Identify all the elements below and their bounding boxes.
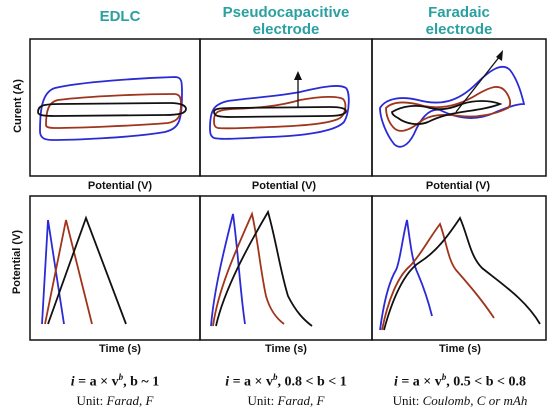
unit-value: Farad, F (106, 392, 154, 408)
formula-exp: b (273, 372, 278, 382)
formula-suffix: , 0.8 < b < 1 (277, 374, 347, 390)
unit-value: Farad, F (277, 392, 325, 408)
pseudo-gcd-black (215, 209, 313, 327)
bottom-xlabel-edlc: Time (s) (99, 343, 141, 355)
unit-value: Coulomb, C or mAh (422, 392, 528, 408)
faradaic-arrow-head (496, 50, 503, 61)
cv-panel-faradaic (371, 38, 547, 177)
column-title-edlc: EDLC (40, 8, 200, 25)
title-line-2: electrode (252, 21, 320, 38)
formula-mid: = a × v (74, 374, 119, 390)
faradaic-gcd-blue (379, 219, 433, 331)
edlc-cv-black (37, 102, 187, 117)
gcd-panel-pseudocapacitive (199, 195, 373, 341)
edlc-gcd-red (44, 219, 93, 325)
formula-exp: b (118, 372, 124, 382)
faradaic-cv-blue (379, 65, 526, 148)
gcd-panel-faradaic (371, 195, 547, 341)
column-title-faradaic: Faradaic electrode (372, 4, 546, 38)
pseudo-gcd-blue (210, 213, 246, 327)
formula-suffix: , 0.5 < b < 0.8 (446, 374, 527, 390)
cv-panel-edlc (29, 38, 201, 177)
formula-line: i = a × vb, b ~ 1 (30, 368, 200, 392)
formula-var: i (225, 374, 230, 390)
faradaic-arrow-line (455, 55, 501, 113)
formula-suffix: , b ~ 1 (123, 374, 160, 390)
edlc-cv-red (45, 93, 182, 129)
pseudo-cv-blue (209, 85, 350, 140)
title-line: EDLC (99, 8, 141, 25)
faradaic-cv-black (391, 100, 503, 125)
bottom-xlabel-pseudocapacitive: Time (s) (265, 343, 307, 355)
unit-line: Unit: Farad, F (30, 392, 200, 410)
unit-line: Unit: Farad, F (196, 392, 376, 410)
top-xlabel-pseudocapacitive: Potential (V) (251, 180, 317, 192)
formula-var: i (70, 374, 75, 390)
title-line-1: Faradaic (428, 4, 490, 21)
formula-var: i (393, 374, 398, 390)
top-xlabel-faradaic: Potential (V) (425, 180, 491, 192)
top-xlabel-edlc: Potential (V) (87, 180, 153, 192)
faradaic-gcd-red (381, 222, 495, 331)
edlc-gcd-blue (41, 219, 65, 325)
title-line-2: electrode (425, 21, 493, 38)
unit-label: Unit: (392, 392, 423, 408)
formula-exp: b (441, 372, 447, 382)
unit-label: Unit: (76, 392, 107, 408)
pseudo-arrow-head (294, 71, 302, 80)
faradaic-gcd-black (383, 216, 541, 331)
bottom-xlabel-faradaic: Time (s) (439, 343, 481, 355)
formula-mid: = a × v (229, 374, 274, 390)
pseudo-cv-black (213, 106, 347, 118)
formula-line: i = a × vb, 0.5 < b < 0.8 (372, 368, 548, 392)
formula-pseudocapacitive: i = a × vb, 0.8 < b < 1 Unit: Farad, F (196, 368, 376, 410)
title-line-1: Pseudocapacitive (222, 4, 350, 21)
formula-mid: = a × v (397, 374, 442, 390)
pseudo-cv-red (213, 95, 347, 130)
column-title-pseudocapacitive: Pseudocapacitive electrode (200, 4, 372, 38)
formula-faradaic: i = a × vb, 0.5 < b < 0.8 Unit: Coulomb,… (372, 368, 548, 410)
edlc-gcd-black (47, 215, 127, 325)
unit-line: Unit: Coulomb, C or mAh (372, 392, 548, 410)
formula-edlc: i = a × vb, b ~ 1 Unit: Farad, F (30, 368, 200, 410)
unit-label: Unit: (247, 392, 278, 408)
formula-line: i = a × vb, 0.8 < b < 1 (196, 368, 376, 392)
faradaic-cv-red (385, 86, 512, 132)
pseudo-gcd-red (212, 211, 285, 327)
edlc-cv-blue (39, 76, 183, 141)
